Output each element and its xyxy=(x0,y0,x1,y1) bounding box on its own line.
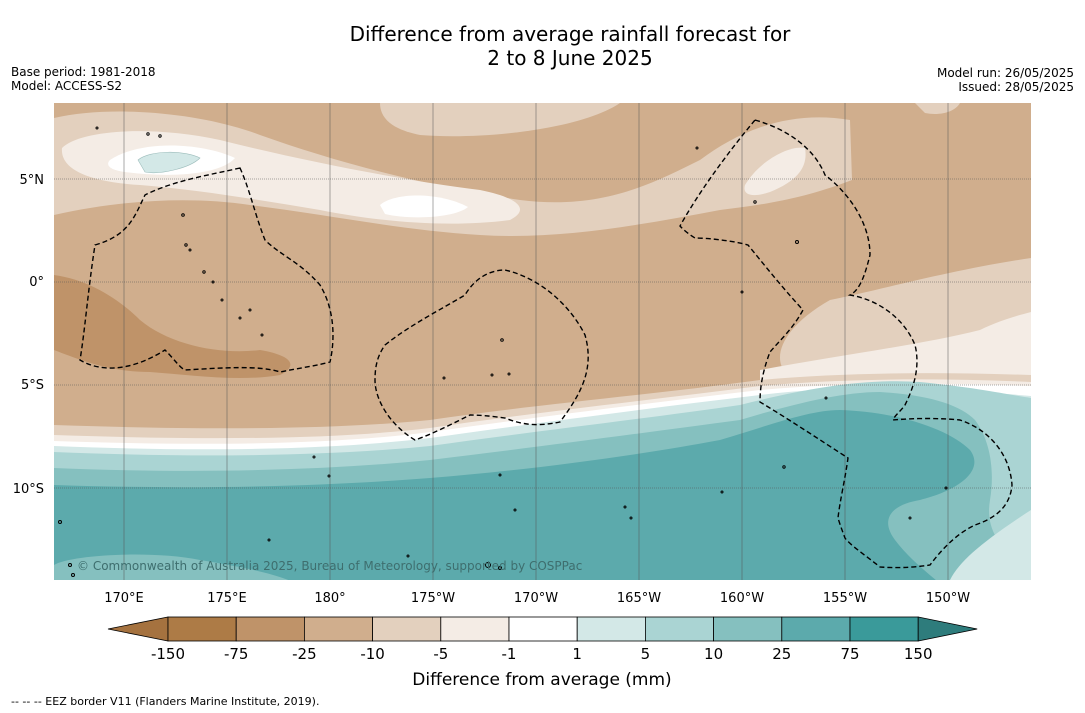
title-line-1: Difference from average rainfall forecas… xyxy=(349,22,791,46)
anomaly-wet-bottom-left xyxy=(54,554,289,580)
eez-line-islands xyxy=(679,119,1013,569)
colorbar-tick-label: 75 xyxy=(840,645,859,663)
anomaly-wet-north xyxy=(137,151,201,173)
grid-lines xyxy=(54,103,1031,580)
colorbar-tick-label: 150 xyxy=(904,645,933,663)
lon-label-180: 180° xyxy=(314,591,345,606)
colorbar-segment xyxy=(372,616,442,642)
anomaly-wet-75 xyxy=(54,410,975,580)
colorbar-segment xyxy=(167,616,237,642)
colorbar-segment xyxy=(713,616,783,642)
copyright-text: © Commonwealth of Australia 2025, Bureau… xyxy=(77,559,582,573)
eez-phoenix xyxy=(374,269,589,441)
anomaly-band-north xyxy=(54,111,852,236)
colorbar-tick-label: -1 xyxy=(502,645,517,663)
colorbar-tick-label: -5 xyxy=(433,645,448,663)
model-name: Model: ACCESS-S2 xyxy=(11,79,123,93)
lon-label-165w: 165°W xyxy=(617,591,661,606)
eez-tuvalu-kiribati-west xyxy=(79,167,334,373)
lon-label-175e: 175°E xyxy=(207,591,247,606)
colorbar-tick-label: 1 xyxy=(572,645,582,663)
meta-right: Model run: 26/05/2025 Issued: 28/05/2025 xyxy=(937,66,1074,94)
colorbar-segment xyxy=(235,616,305,642)
anomaly-patch-top-right xyxy=(915,103,960,114)
lon-label-155w: 155°W xyxy=(823,591,867,606)
map-panel: © Commonwealth of Australia 2025, Bureau… xyxy=(54,103,1031,580)
colorbar-tick-label: 10 xyxy=(704,645,723,663)
longitude-labels: 170°E 175°E 180° 175°W 170°W 165°W 160°W… xyxy=(104,591,970,606)
lat-label-0: 0° xyxy=(29,275,44,290)
lon-label-160w: 160°W xyxy=(720,591,764,606)
title-line-2: 2 to 8 June 2025 xyxy=(487,46,653,70)
colorbar-segment xyxy=(303,616,373,642)
colorbar-tick-label: -25 xyxy=(292,645,317,663)
lat-label-10s: 10°S xyxy=(13,482,44,497)
model-run: Model run: 26/05/2025 xyxy=(936,66,1074,80)
eez-footnote: -- -- -- EEZ border V11 (Flanders Marine… xyxy=(11,695,320,708)
colorbar-segment xyxy=(849,616,919,642)
colorbar-arrow-right xyxy=(917,616,978,642)
colorbar-segment xyxy=(781,616,851,642)
map-title: Difference from average rainfall forecas… xyxy=(0,22,1085,70)
lon-label-150w: 150°W xyxy=(926,591,970,606)
anomaly-wet-se-light xyxy=(950,510,1031,580)
latitude-labels: 5°N 0° 5°S 10°S xyxy=(13,173,44,497)
colorbar-tick-label: -75 xyxy=(224,645,249,663)
colorbar-segment xyxy=(645,616,715,642)
meta-left: Base period: 1981-2018 Model: ACCESS-S2 xyxy=(11,65,156,93)
lon-label-170e: 170°E xyxy=(104,591,144,606)
eez-borders xyxy=(79,119,1013,569)
lon-label-175w: 175°W xyxy=(411,591,455,606)
colorbar-arrow-left xyxy=(107,616,169,642)
colorbar-segment xyxy=(440,616,510,642)
lat-label-5s: 5°S xyxy=(21,378,44,393)
colorbar-title: Difference from average (mm) xyxy=(412,670,671,690)
lon-label-170w: 170°W xyxy=(514,591,558,606)
colorbar-tick-label: -150 xyxy=(151,645,185,663)
islands xyxy=(58,126,948,577)
colorbar-tick-label: 25 xyxy=(772,645,791,663)
anomaly-dry-patch xyxy=(54,275,291,379)
base-period: Base period: 1981-2018 xyxy=(11,65,156,79)
anomaly-patch-white-ne xyxy=(744,147,806,196)
anomaly-near-avg-center xyxy=(380,195,468,218)
colorbar-tick-label: -10 xyxy=(360,645,385,663)
issued-date: Issued: 28/05/2025 xyxy=(958,80,1074,94)
colorbar: -150 -75 -25 -10 -5 -1 1 5 10 25 75 150 xyxy=(107,616,978,663)
colorbar-segment xyxy=(576,616,646,642)
colorbar-segment xyxy=(508,616,578,642)
colorbar-tick-label: 5 xyxy=(641,645,651,663)
lat-label-5n: 5°N xyxy=(20,173,45,188)
anomaly-patch-topcenter xyxy=(380,103,620,137)
